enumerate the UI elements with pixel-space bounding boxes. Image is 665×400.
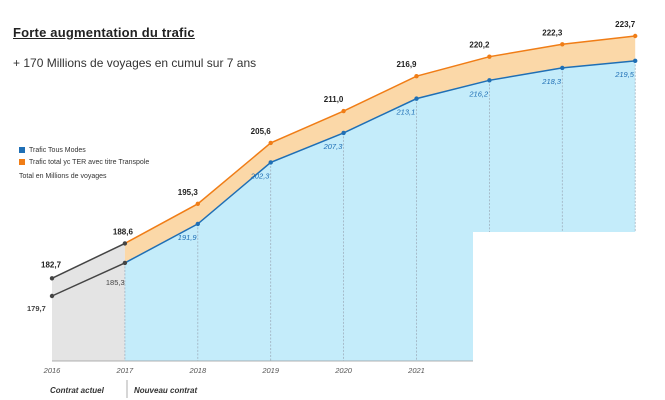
legend-swatch-blue bbox=[19, 147, 25, 153]
marker-tous-modes-2016 bbox=[49, 293, 55, 299]
data-label-total-ter-2018: 195,3 bbox=[178, 188, 199, 197]
x-tick-2021: 2021 bbox=[407, 366, 425, 375]
marker-tous-modes-2020 bbox=[341, 130, 346, 136]
marker-total-ter-2023 bbox=[560, 42, 565, 47]
marker-total-ter-2020 bbox=[341, 108, 346, 114]
series-line-tous-modes bbox=[124, 60, 636, 264]
data-label-total-ter-2023: 222,3 bbox=[542, 28, 563, 37]
marker-tous-modes-2019 bbox=[268, 160, 273, 165]
marker-total-ter-2024 bbox=[633, 33, 638, 39]
data-label-tous-modes-2023: 218,3 bbox=[541, 77, 562, 86]
marker-total-ter-2019 bbox=[268, 140, 273, 146]
orange-band-total-ter bbox=[124, 36, 636, 263]
marker-total-ter-2016 bbox=[49, 276, 55, 281]
x-tick-2019: 2019 bbox=[261, 366, 280, 375]
series-line-tous-modes-2016 bbox=[51, 262, 126, 297]
x-tick-2016: 2016 bbox=[43, 366, 62, 375]
legend-item-total-ter: Trafic total yc TER avec titre Transpole bbox=[19, 156, 149, 168]
page-title: Forte augmentation du trafic bbox=[13, 25, 195, 40]
x-tick-2018: 2018 bbox=[188, 366, 207, 375]
data-label-total-ter-2022: 220,2 bbox=[469, 41, 490, 50]
gray-area-current-contract bbox=[52, 243, 125, 361]
legend-swatch-orange bbox=[19, 159, 25, 165]
marker-total-ter-2022 bbox=[487, 54, 492, 59]
marker-tous-modes-2022 bbox=[487, 78, 492, 83]
data-label-tous-modes-2021: 213,1 bbox=[396, 108, 416, 117]
data-label-tous-modes-2016: 179,7 bbox=[27, 304, 46, 313]
marker-total-ter-2021 bbox=[414, 73, 419, 79]
legend-item-tous-modes: Trafic Tous Modes bbox=[19, 144, 149, 156]
data-label-tous-modes-2024: 219,5 bbox=[614, 70, 635, 79]
marker-tous-modes-2021 bbox=[414, 96, 419, 101]
data-label-total-ter-2016: 182,7 bbox=[41, 260, 62, 269]
legend-label: Trafic total yc TER avec titre Transpole bbox=[29, 158, 150, 166]
white-overlay-box bbox=[473, 232, 665, 400]
contract-current-label: Contrat actuel bbox=[50, 386, 104, 395]
data-label-tous-modes-2022: 216,2 bbox=[468, 89, 489, 98]
marker-tous-modes-2018 bbox=[195, 221, 200, 227]
chart-legend: Trafic Tous Modes Trafic total yc TER av… bbox=[19, 144, 149, 180]
series-line-total-ter bbox=[124, 35, 636, 245]
marker-tous-modes-2024 bbox=[633, 58, 638, 64]
x-tick-2017: 2017 bbox=[116, 366, 135, 375]
data-label-total-ter-2017: 188,6 bbox=[113, 227, 134, 236]
marker-total-ter-2018 bbox=[195, 201, 200, 207]
data-label-total-ter-2021: 216,9 bbox=[396, 60, 417, 69]
data-label-tous-modes-2018: 191,9 bbox=[178, 233, 198, 242]
data-label-tous-modes-2017: 185,3 bbox=[106, 278, 125, 287]
data-label-total-ter-2020: 211,0 bbox=[324, 95, 344, 104]
marker-total-ter-2017 bbox=[122, 241, 128, 246]
data-label-total-ter-2019: 205,6 bbox=[251, 127, 272, 136]
series-line-total-ter-2016 bbox=[51, 242, 126, 279]
x-tick-2020: 2020 bbox=[334, 366, 353, 375]
marker-tous-modes-2023 bbox=[560, 65, 565, 71]
contract-new-label: Nouveau contrat bbox=[134, 386, 198, 395]
data-label-tous-modes-2020: 207,3 bbox=[323, 142, 344, 151]
legend-label: Trafic Tous Modes bbox=[29, 146, 86, 154]
page-subtitle: + 170 Millions de voyages en cumul sur 7… bbox=[13, 56, 257, 70]
data-label-tous-modes-2019: 202,3 bbox=[250, 171, 271, 180]
legend-note: Total en Millions de voyages bbox=[19, 173, 107, 180]
marker-tous-modes-2017 bbox=[122, 260, 128, 266]
data-label-total-ter-2024: 223,7 bbox=[615, 20, 636, 29]
